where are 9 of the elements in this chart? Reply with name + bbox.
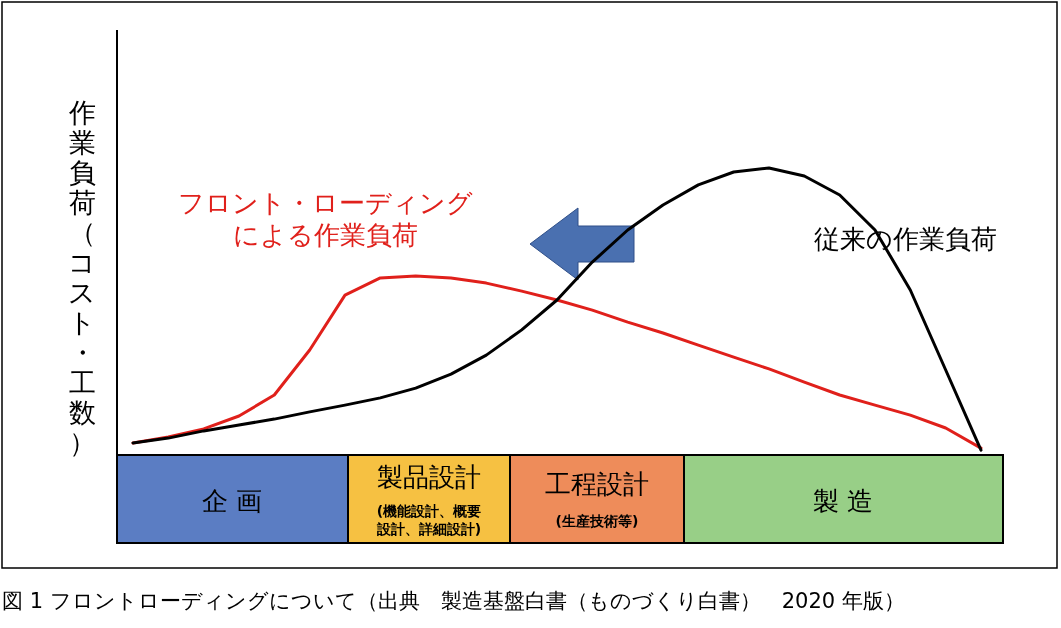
text: 製品設計 xyxy=(377,462,481,492)
text: 企 画 xyxy=(201,486,263,516)
series-label: フロント・ローディングによる作業負荷 xyxy=(177,188,473,250)
text: 工程設計 xyxy=(545,469,649,499)
text: (生産技術等) xyxy=(555,513,639,529)
text: 作業負荷（コスト・工数） xyxy=(68,97,96,458)
caption: 図 1 フロントローディングについて（出典 製造基盤白書（ものづくり白書） 2020 年版） xyxy=(2,589,905,613)
text: 製 造 xyxy=(812,486,874,516)
text: (機能設計、概要設計、詳細設計) xyxy=(375,503,482,537)
